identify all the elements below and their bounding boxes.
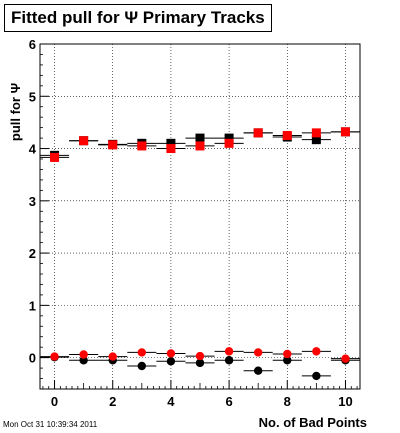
data-point-square xyxy=(195,133,205,143)
data-point-circle xyxy=(283,349,292,359)
y-tick-label: 0 xyxy=(29,351,36,366)
x-tick-label: 4 xyxy=(167,394,175,409)
y-tick-label: 1 xyxy=(29,298,36,313)
data-point-circle xyxy=(312,371,321,381)
data-marks xyxy=(40,127,360,381)
x-tick-label: 10 xyxy=(338,394,352,409)
data-point-circle xyxy=(137,348,147,357)
data-point-circle xyxy=(283,356,292,365)
timestamp-footer: Mon Oct 31 10:39:34 2011 xyxy=(3,420,98,429)
data-point-square xyxy=(340,127,350,137)
x-tick-label: 6 xyxy=(225,394,232,409)
data-point-square xyxy=(166,138,176,148)
x-tick-label: 2 xyxy=(109,394,116,409)
data-point-circle xyxy=(195,358,205,368)
x-axis-title: No. of Bad Points xyxy=(259,415,367,430)
x-tick-label: 8 xyxy=(284,394,291,409)
data-point-circle xyxy=(341,354,350,363)
data-point-circle xyxy=(108,352,117,361)
y-tick-label: 3 xyxy=(29,194,36,209)
data-point-square xyxy=(166,144,176,154)
data-point-square xyxy=(195,141,205,151)
grid xyxy=(40,43,360,389)
data-point-circle xyxy=(195,351,205,361)
data-point-circle xyxy=(50,352,59,361)
data-point-circle xyxy=(312,347,321,356)
x-tick-label: 0 xyxy=(51,394,58,409)
data-point-square xyxy=(224,138,234,148)
data-point-square xyxy=(79,136,89,146)
data-point-square xyxy=(311,128,321,138)
y-tick-label: 5 xyxy=(29,89,36,104)
data-point-circle xyxy=(79,356,88,365)
y-tick-label: 4 xyxy=(29,142,37,157)
data-point-square xyxy=(137,141,147,151)
y-tick-label: 6 xyxy=(29,37,36,52)
axes: 0 2 4 6 8 10 0 1 2 3 4 5 6 xyxy=(29,37,358,409)
data-point-circle xyxy=(224,356,234,365)
plot-frame xyxy=(39,43,361,390)
y-axis-title: pull for Ψ xyxy=(8,83,23,141)
data-point-circle xyxy=(79,350,88,359)
data-point-circle xyxy=(253,348,263,357)
data-point-square xyxy=(108,140,118,150)
data-point-square xyxy=(50,152,60,162)
y-tick-label: 2 xyxy=(29,246,36,261)
data-point-circle xyxy=(224,347,234,356)
data-point-circle xyxy=(166,357,176,366)
data-point-square xyxy=(224,133,234,143)
chart-title: Fitted pull for Ψ Primary Tracks xyxy=(4,4,272,32)
data-point-circle xyxy=(137,361,147,371)
data-point-square xyxy=(253,128,263,138)
data-point-circle xyxy=(253,366,263,375)
data-point-circle xyxy=(166,349,176,358)
data-point-square xyxy=(282,130,292,140)
data-point-square xyxy=(311,135,321,145)
